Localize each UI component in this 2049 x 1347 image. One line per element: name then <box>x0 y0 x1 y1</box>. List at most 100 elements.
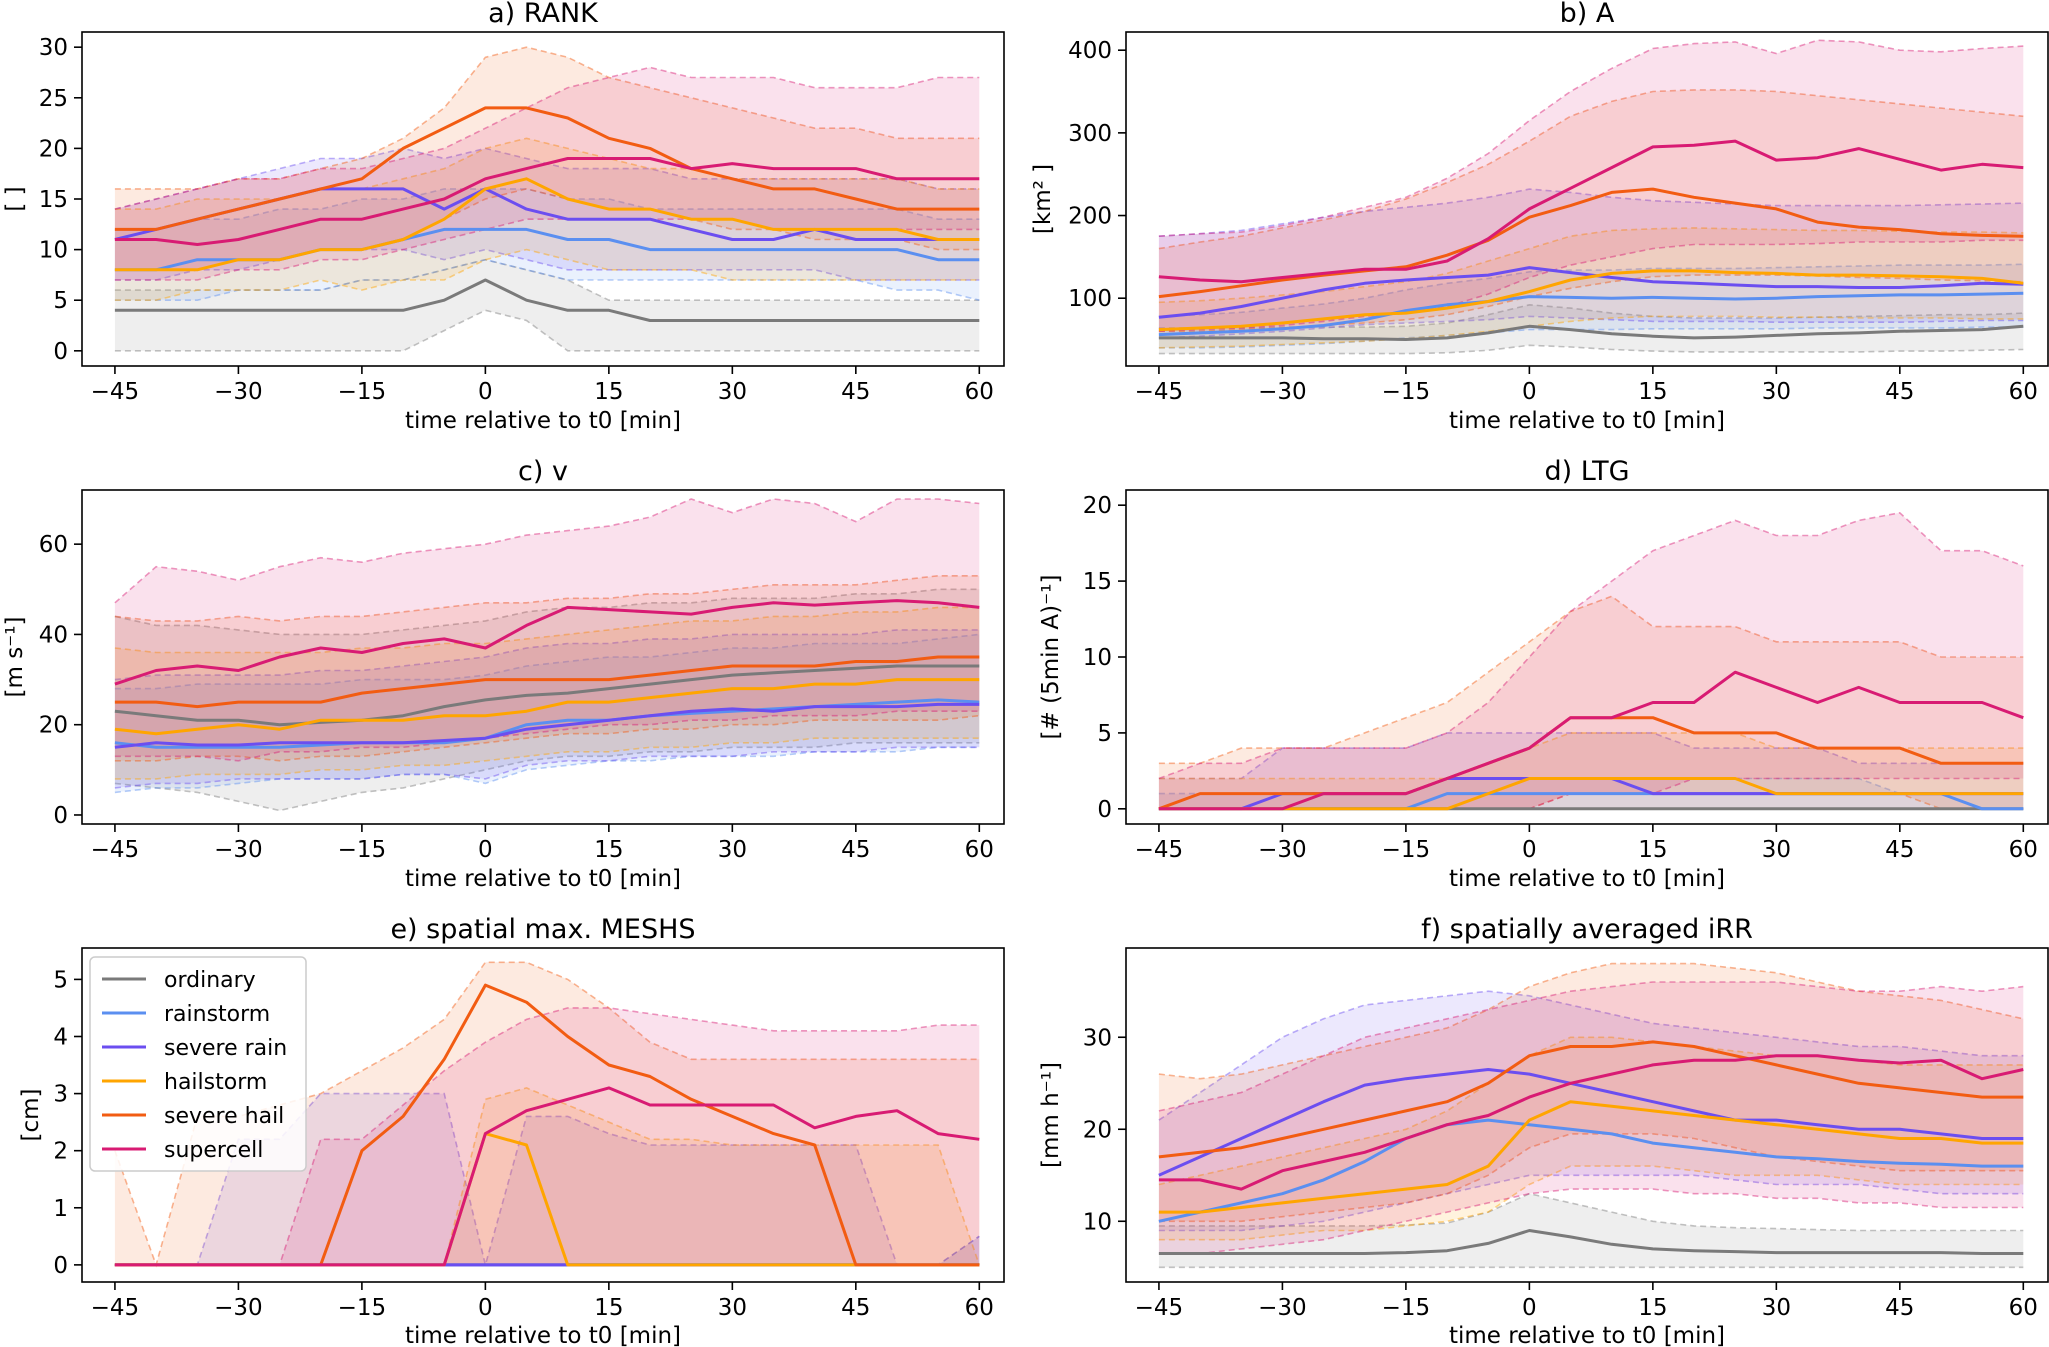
band-severe-hail <box>1158 596 2024 809</box>
legend-label: ordinary <box>164 968 256 993</box>
band-upper-hailstorm <box>114 137 980 210</box>
band-lower-severe-rain <box>1158 1174 2024 1232</box>
series-line-supercell <box>114 157 980 246</box>
y-axis-label: [cm] <box>18 1089 44 1142</box>
series-line-supercell <box>1158 670 2024 811</box>
x-tick-label: −45 <box>1135 1295 1184 1321</box>
band-upper-supercell <box>1158 39 2024 237</box>
x-tick-label: 15 <box>594 837 623 863</box>
band-severe-rain <box>1158 189 2024 338</box>
x-tick-label: 15 <box>1638 837 1667 863</box>
x-tick-label: 45 <box>1885 837 1914 863</box>
series-line-hailstorm <box>114 678 980 736</box>
x-tick-label: 15 <box>594 379 623 405</box>
x-tick-label: 30 <box>718 379 747 405</box>
band-lower-rainstorm <box>1158 326 2024 349</box>
x-tick-label: −30 <box>214 379 263 405</box>
x-tick-label: −15 <box>1382 379 1431 405</box>
band-upper-rainstorm <box>114 633 980 690</box>
y-tick-label: 30 <box>1083 1025 1112 1051</box>
plot-area: −45 −30 −15 0 15 30 45 60 0 5 10 15 20 <box>1083 489 2049 863</box>
series-line-severe-rain <box>114 702 980 749</box>
y-tick-label: 20 <box>1083 1117 1112 1143</box>
band-severe-rain <box>1158 991 2024 1231</box>
y-tick-label: 10 <box>1083 1209 1112 1235</box>
series-line-supercell <box>1158 139 2024 284</box>
x-tick-label: −30 <box>214 1295 263 1321</box>
band-upper-rainstorm <box>114 188 980 231</box>
x-tick-label: 60 <box>965 379 994 405</box>
series-line-hailstorm <box>1158 777 2024 811</box>
x-tick-label: 0 <box>478 837 493 863</box>
band-ordinary <box>114 589 980 811</box>
x-tick-label: 60 <box>2009 1295 2038 1321</box>
legend-label: rainstorm <box>164 1002 270 1027</box>
band-severe-rain <box>114 1093 980 1265</box>
band-lower-rainstorm <box>114 746 980 794</box>
y-tick-label: 5 <box>1097 721 1112 747</box>
band-lower-supercell <box>114 218 980 281</box>
panel-title: c) v <box>518 456 568 487</box>
x-tick-label: 45 <box>841 379 870 405</box>
x-tick-label: 0 <box>478 379 493 405</box>
series-line-hailstorm <box>114 177 980 272</box>
panel-a-rank: a) RANK −45 −30 −15 0 15 30 45 60 0 5 10 15 20 25 30 t… <box>2 0 1005 434</box>
y-tick-label: 25 <box>39 86 68 112</box>
y-tick-label: 40 <box>39 622 68 648</box>
band-severe-rain <box>114 629 980 788</box>
band-lower-rainstorm <box>114 258 980 302</box>
band-lower-severe-rain <box>114 248 980 281</box>
x-tick-label: −30 <box>214 837 263 863</box>
y-tick-label: 2 <box>53 1139 68 1165</box>
x-tick-label: −30 <box>1258 379 1307 405</box>
band-lower-supercell <box>1158 239 2024 333</box>
band-supercell <box>114 499 980 761</box>
band-lower-hailstorm <box>114 737 980 780</box>
y-tick-label: 30 <box>39 35 68 61</box>
y-tick-label: 5 <box>53 288 68 314</box>
x-tick-label: 30 <box>1762 837 1791 863</box>
band-lower-hailstorm <box>114 248 980 302</box>
y-tick-label: 3 <box>53 1082 68 1108</box>
legend-item-supercell: supercell <box>102 1138 263 1163</box>
x-tick-label: −45 <box>1135 837 1184 863</box>
x-tick-label: 45 <box>1885 1295 1914 1321</box>
band-upper-hailstorm <box>114 606 980 654</box>
band-supercell <box>114 67 980 281</box>
band-lower-severe-hail <box>1158 1133 2024 1223</box>
x-tick-label: 60 <box>965 1295 994 1321</box>
band-upper-severe-hail <box>1158 595 2024 765</box>
x-tick-label: −15 <box>338 837 387 863</box>
x-axis-label: time relative to t0 [min] <box>405 1323 681 1347</box>
x-tick-label: 30 <box>1762 379 1791 405</box>
y-tick-label: 5 <box>53 967 68 993</box>
y-tick-label: 200 <box>1068 204 1112 230</box>
band-lower-severe-hail <box>114 714 980 762</box>
y-tick-label: 15 <box>39 187 68 213</box>
x-tick-label: −45 <box>91 837 140 863</box>
axes-frame <box>1125 31 2049 367</box>
band-upper-severe-hail <box>1158 962 2024 1080</box>
y-axis-label: [m s⁻¹] <box>2 616 28 697</box>
x-tick-label: 60 <box>2009 837 2038 863</box>
panel-title: f) spatially averaged iRR <box>1421 914 1753 945</box>
band-lower-hailstorm <box>1158 315 2024 349</box>
x-tick-label: 30 <box>718 1295 747 1321</box>
x-tick-label: −45 <box>1135 379 1184 405</box>
x-tick-label: 45 <box>841 837 870 863</box>
band-supercell <box>114 1007 980 1265</box>
x-tick-label: −15 <box>338 1295 387 1321</box>
x-tick-label: 60 <box>965 837 994 863</box>
band-rainstorm <box>114 188 980 301</box>
band-supercell <box>1158 40 2024 332</box>
x-tick-label: −15 <box>1382 837 1431 863</box>
y-axis-label: [km² ] <box>1030 164 1056 234</box>
panel-d-lightning: d) LTG −45 −30 −15 0 15 30 45 60 0 5 10 15 20 time r… <box>1038 456 2049 892</box>
panel-e-meshs: e) spatial max. MESHS −45 −30 −15 0 15 30 45 60… <box>18 914 1005 1347</box>
y-tick-label: 0 <box>1097 797 1112 823</box>
axes-frame <box>1125 947 2049 1283</box>
series-line-supercell <box>1158 1054 2024 1191</box>
plot-area: −45 −30 −15 0 15 30 45 60 0 5 10 15 20 25 30 <box>39 31 1005 405</box>
